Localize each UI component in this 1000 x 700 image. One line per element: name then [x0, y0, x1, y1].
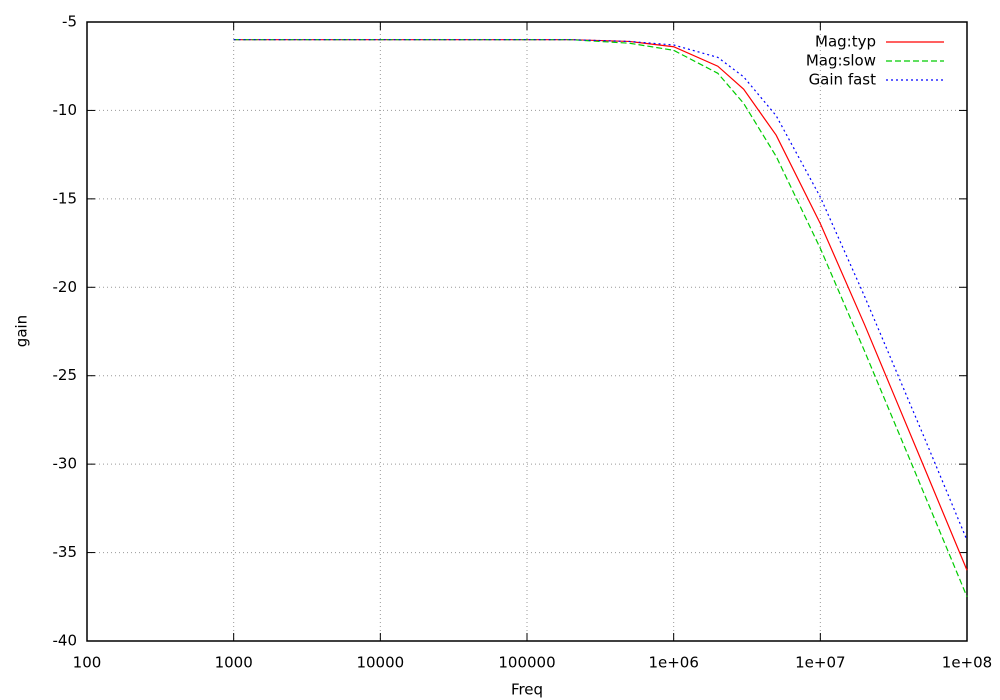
- y-tick-label: -15: [53, 189, 78, 207]
- legend-label: Mag:slow: [806, 52, 876, 70]
- plot-frame: [86, 21, 968, 642]
- x-axis-label: Freq: [511, 681, 543, 699]
- series-line: [233, 39, 968, 541]
- series-line: [233, 39, 968, 571]
- y-tick-label: -10: [53, 101, 78, 119]
- x-tick-label: 1000: [215, 654, 253, 672]
- y-tick-label: -40: [53, 632, 78, 650]
- x-tick-label: 1e+07: [795, 654, 845, 672]
- y-tick-label: -5: [62, 13, 77, 31]
- legend-label: Mag:typ: [815, 33, 876, 51]
- y-tick-label: -25: [53, 366, 78, 384]
- legend-label: Gain fast: [809, 71, 877, 89]
- x-tick-label: 100: [73, 654, 102, 672]
- y-tick-label: -30: [53, 455, 78, 473]
- x-tick-label: 10000: [356, 654, 404, 672]
- series-line: [233, 39, 968, 598]
- y-tick-label: -35: [53, 543, 78, 561]
- x-tick-label: 1e+06: [648, 654, 698, 672]
- y-tick-label: -20: [53, 278, 78, 296]
- x-tick-label: 1e+08: [942, 654, 992, 672]
- x-tick-label: 100000: [498, 654, 555, 672]
- y-axis-label: gain: [13, 315, 31, 347]
